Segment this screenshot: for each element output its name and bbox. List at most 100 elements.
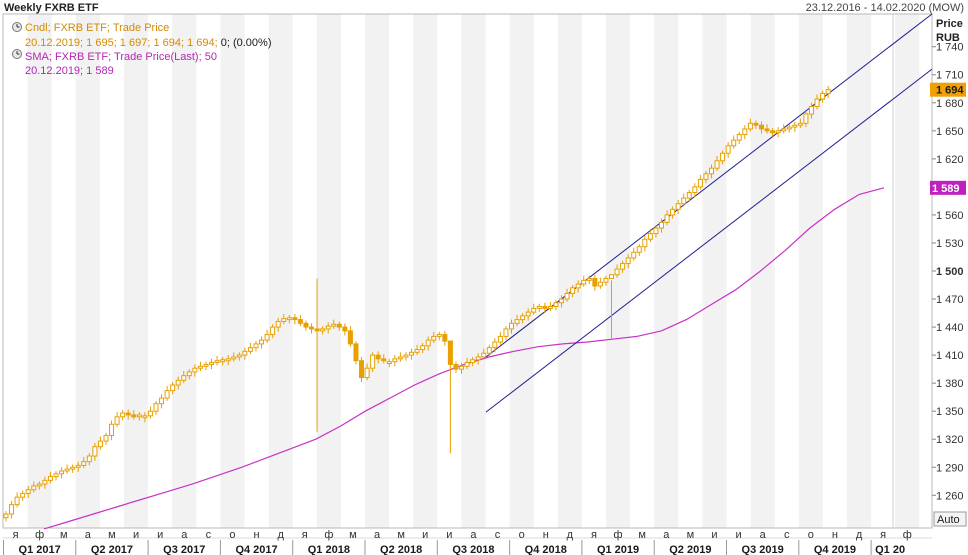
candle-body[interactable] [186, 371, 192, 377]
auto-scale-button[interactable]: Auto [933, 511, 967, 527]
candle-body[interactable] [47, 476, 53, 481]
candle-body[interactable] [231, 356, 237, 360]
candle-body[interactable] [214, 360, 220, 364]
candle-body[interactable] [197, 365, 203, 369]
candle-body[interactable] [86, 455, 92, 463]
candle-body[interactable] [192, 367, 198, 373]
candle-body[interactable] [264, 334, 270, 341]
candle-body[interactable] [314, 328, 320, 332]
candle-body[interactable] [758, 124, 764, 130]
candle-body[interactable] [392, 358, 398, 363]
candle-body[interactable] [570, 287, 576, 294]
candle-body[interactable] [736, 134, 742, 141]
candle-body[interactable] [31, 485, 37, 491]
candle-body[interactable] [20, 492, 26, 498]
candle-body[interactable] [464, 362, 470, 367]
candle-body[interactable] [475, 356, 481, 361]
candle-body[interactable] [125, 412, 131, 416]
candle-body[interactable] [336, 323, 342, 328]
candle-body[interactable] [236, 354, 242, 358]
candle-body[interactable] [770, 130, 776, 134]
candle-body[interactable] [714, 160, 720, 169]
candle-body[interactable] [764, 128, 770, 132]
candle-body[interactable] [442, 334, 448, 342]
candle-body[interactable] [753, 122, 759, 126]
candle-body[interactable] [59, 470, 65, 475]
candle-body[interactable] [725, 145, 731, 154]
candle-body[interactable] [620, 263, 626, 270]
candle-body[interactable] [742, 128, 748, 136]
candle-body[interactable] [225, 358, 231, 362]
candle-body[interactable] [636, 246, 642, 253]
candle-body[interactable] [281, 318, 287, 322]
candle-body[interactable] [720, 152, 726, 162]
candle-body[interactable] [686, 191, 692, 199]
candle-body[interactable] [220, 359, 226, 363]
candle-body[interactable] [353, 343, 359, 362]
candle-body[interactable] [303, 322, 309, 328]
candle-body[interactable] [559, 298, 564, 304]
candle-body[interactable] [153, 403, 159, 412]
legend-candle[interactable]: Cndl; FXRB ETF; Trade Price 20.12.2019; … [12, 22, 272, 49]
candle-body[interactable] [114, 416, 120, 425]
candle-body[interactable] [164, 390, 170, 399]
candle-body[interactable] [792, 124, 798, 128]
candle-body[interactable] [431, 335, 437, 341]
candle-body[interactable] [675, 203, 681, 210]
candle-body[interactable] [3, 513, 9, 519]
candle-body[interactable] [331, 323, 337, 327]
candle-body[interactable] [175, 379, 181, 386]
candle-body[interactable] [347, 330, 353, 345]
candle-body[interactable] [25, 489, 31, 494]
candle-body[interactable] [625, 257, 631, 265]
candle-body[interactable] [409, 351, 415, 356]
candle-body[interactable] [242, 350, 248, 356]
candle-body[interactable] [564, 292, 570, 300]
candle-body[interactable] [536, 306, 542, 309]
candle-body[interactable] [131, 414, 137, 418]
candle-body[interactable] [497, 335, 503, 343]
candle-body[interactable] [470, 359, 476, 364]
candle-body[interactable] [397, 356, 403, 360]
candle-body[interactable] [697, 178, 703, 188]
candle-body[interactable] [664, 214, 670, 223]
candle-body[interactable] [36, 483, 42, 487]
candle-body[interactable] [209, 362, 215, 365]
candle-body[interactable] [64, 468, 70, 472]
candle-body[interactable] [270, 326, 276, 336]
candle-body[interactable] [70, 466, 76, 470]
candle-body[interactable] [42, 479, 48, 485]
candle-body[interactable] [781, 128, 787, 132]
candle-body[interactable] [342, 326, 348, 332]
candle-body[interactable] [814, 98, 820, 108]
candle-body[interactable] [547, 306, 553, 309]
candle-body[interactable] [109, 423, 115, 436]
candle-body[interactable] [803, 113, 809, 124]
candle-body[interactable] [825, 89, 831, 94]
candle-body[interactable] [681, 197, 687, 205]
candle-body[interactable] [603, 277, 609, 283]
candle-body[interactable] [509, 322, 515, 330]
candle-body[interactable] [642, 238, 648, 248]
candle-body[interactable] [597, 281, 603, 287]
candle-body[interactable] [731, 139, 737, 147]
candle-body[interactable] [503, 328, 509, 337]
candle-body[interactable] [275, 320, 281, 328]
candle-body[interactable] [253, 343, 259, 349]
candle-body[interactable] [786, 126, 792, 130]
candle-body[interactable] [631, 251, 637, 259]
candle-body[interactable] [97, 440, 103, 448]
candle-body[interactable] [14, 496, 20, 506]
candle-body[interactable] [658, 221, 664, 229]
candle-body[interactable] [403, 354, 409, 358]
candle-body[interactable] [747, 122, 753, 130]
candle-body[interactable] [808, 106, 814, 115]
candle-body[interactable] [486, 347, 492, 354]
candle-body[interactable] [120, 412, 126, 418]
candle-body[interactable] [592, 277, 598, 287]
candle-body[interactable] [608, 274, 614, 279]
legend-sma[interactable]: SMA; FXRB ETF; Trade Price(Last); 50 20.… [12, 49, 217, 78]
candle-body[interactable] [447, 340, 453, 365]
candle-body[interactable] [381, 358, 387, 362]
candle-body[interactable] [81, 461, 87, 466]
